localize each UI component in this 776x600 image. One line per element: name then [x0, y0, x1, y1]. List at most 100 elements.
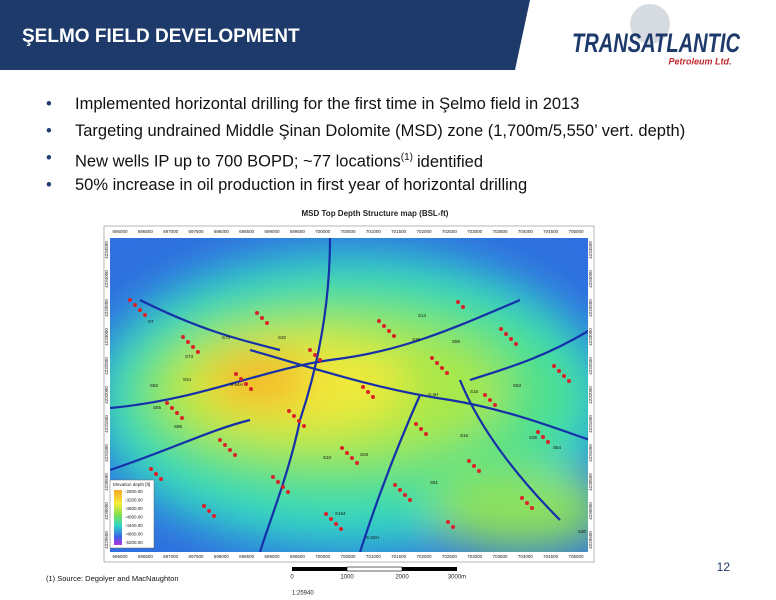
well-dot — [281, 485, 285, 489]
well-dot — [133, 303, 137, 307]
logo-globe — [630, 4, 670, 44]
well-label: S75 — [222, 335, 231, 340]
map-x-label: 698500 — [239, 554, 255, 559]
well-label: S15 — [470, 389, 479, 394]
well-dot — [143, 313, 147, 317]
map-x-label: 701000 — [366, 554, 382, 559]
well-dot — [128, 298, 132, 302]
map-x-label: 704500 — [543, 229, 559, 234]
scale-label: 3000m — [448, 575, 466, 581]
well-label: S53 — [513, 383, 522, 388]
map-y-label: 4231000 — [104, 444, 109, 462]
map-x-label: 702500 — [442, 229, 458, 234]
map-x-label: 698500 — [239, 229, 255, 234]
well-label: S7 — [148, 319, 154, 324]
well-dot — [520, 496, 524, 500]
well-dot — [181, 335, 185, 339]
well-label: S164 — [335, 511, 346, 516]
well-dot — [504, 332, 508, 336]
well-labels: S7 S14 S38 S55 S32 S75 S73 S34 S62 S85 S86 S15 S53 S5… — [148, 313, 587, 540]
scale-bar-segment — [402, 567, 457, 571]
map-x-label: 697500 — [188, 554, 204, 559]
well-label: S55 — [452, 339, 461, 344]
map-x-label: 704000 — [518, 554, 534, 559]
map-x-label: 702000 — [416, 554, 432, 559]
footnote-ref: (1) — [400, 152, 413, 163]
scale-label: 1000 — [340, 575, 354, 581]
map-x-label: 698000 — [214, 554, 230, 559]
well-label: S-02H — [366, 535, 379, 540]
well-dot — [488, 398, 492, 402]
map-y-label: 4230500 — [588, 473, 593, 491]
well-dot — [483, 393, 487, 397]
bullet: 50% increase in oil production in first … — [44, 173, 685, 200]
well-label: S34 — [183, 377, 192, 382]
scale-bar-segment — [346, 566, 403, 572]
well-dot — [233, 453, 237, 457]
legend-colorbar — [114, 490, 122, 545]
well-dot — [271, 475, 275, 479]
well-dot — [366, 390, 370, 394]
well-dot — [339, 527, 343, 531]
footnote: (1) Source: Degolyer and MacNaughton — [46, 574, 179, 583]
map-x-label: 699500 — [290, 554, 306, 559]
legend-value: -4400.00 — [125, 523, 143, 528]
well-label: S54 — [553, 445, 562, 450]
well-dot — [477, 469, 481, 473]
bullet: Implemented horizontal drilling for the … — [44, 92, 685, 119]
well-label: S85 — [153, 405, 162, 410]
well-label: S35 — [529, 435, 538, 440]
bullet-text: Targeting undrained Middle Şinan Dolomit… — [75, 122, 686, 140]
well-dot — [371, 395, 375, 399]
well-dot — [552, 364, 556, 368]
well-dot — [377, 319, 381, 323]
well-label: S-4H — [428, 392, 438, 397]
well-dot — [249, 387, 253, 391]
well-label: S30 — [578, 529, 587, 534]
bullet-text: 50% increase in oil production in first … — [75, 176, 528, 194]
well-dot — [567, 379, 571, 383]
map-x-label: 705000 — [568, 229, 584, 234]
map-y-label: 4232500 — [104, 357, 109, 375]
map-y-label: 4232000 — [104, 386, 109, 404]
well-dot — [276, 480, 280, 484]
well-dot — [239, 377, 243, 381]
well-label: S38 — [412, 337, 421, 342]
logo-subtitle: Petroleum Ltd. — [668, 56, 731, 66]
map-x-label: 697500 — [188, 229, 204, 234]
map-y-label: 4234500 — [104, 241, 109, 259]
well-dot — [461, 305, 465, 309]
slide-title: ŞELMO FIELD DEVELOPMENT — [22, 26, 300, 47]
map-x-label: 696500 — [138, 554, 154, 559]
well-dot — [286, 490, 290, 494]
well-dot — [509, 337, 513, 341]
well-label: S81 — [430, 480, 439, 485]
well-dot — [260, 316, 264, 320]
well-dot — [499, 327, 503, 331]
well-dot — [445, 371, 449, 375]
well-label: S14 — [418, 313, 427, 318]
well-dot — [387, 329, 391, 333]
well-dot — [180, 416, 184, 420]
well-dot — [493, 403, 497, 407]
well-dot — [514, 342, 518, 346]
map-x-label: 698000 — [214, 229, 230, 234]
legend-value: -2800.00 — [125, 489, 143, 494]
map-y-label: 4233000 — [104, 328, 109, 346]
map-title: MSD Top Depth Structure map (BSL-ft) — [302, 209, 449, 218]
well-dot — [340, 446, 344, 450]
well-dot — [435, 361, 439, 365]
map-x-label: 697000 — [163, 554, 179, 559]
well-dot — [424, 432, 428, 436]
map-x-label: 699000 — [264, 229, 280, 234]
bullet-list: Implemented horizontal drilling for the … — [44, 92, 685, 200]
map-y-label: 4231500 — [588, 415, 593, 433]
well-dot — [329, 517, 333, 521]
bullet-text: New wells IP up to 700 BOPD; ~77 locatio… — [75, 152, 401, 171]
map-x-label: 701500 — [391, 229, 407, 234]
well-dot — [392, 334, 396, 338]
map-y-label: 4231000 — [588, 444, 593, 462]
well-dot — [292, 414, 296, 418]
map-x-label: 702000 — [416, 229, 432, 234]
well-dot — [398, 488, 402, 492]
